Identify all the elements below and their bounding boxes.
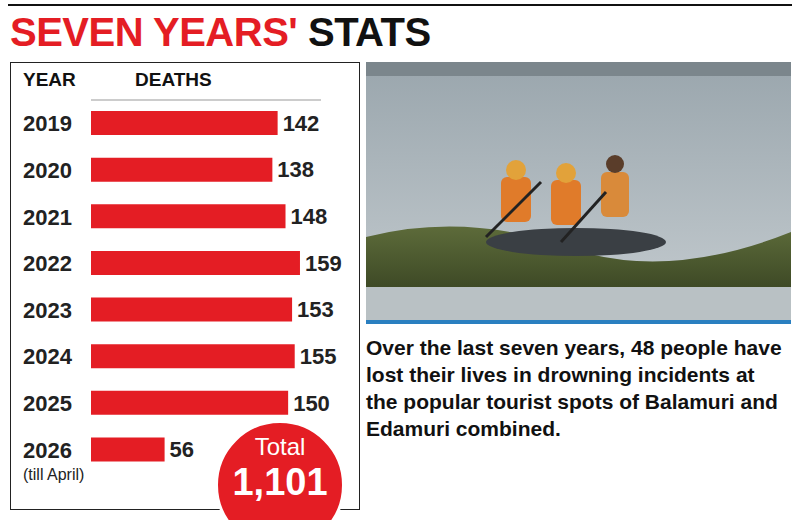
svg-text:2022: 2022 [23,251,72,276]
svg-text:138: 138 [277,157,314,182]
svg-text:2024: 2024 [23,344,73,369]
html-text:SEVEN YEARS' STATS: SEVEN YEARS' STATS [10,10,431,54]
svg-text:2023: 2023 [23,298,72,323]
html-text:1,101: 1,101 [232,461,328,503]
svg-text:150: 150 [293,391,330,416]
svg-text:2021: 2021 [23,205,72,230]
svg-text:153: 153 [297,297,334,322]
html-text:YEAR: YEAR [23,69,76,90]
html-text:DEATHS: DEATHS [135,69,212,90]
html-text:Over the last seven years, 48: Over the last seven years, 48 people hav… [366,336,782,440]
svg-text:2019: 2019 [23,111,72,136]
svg-text:155: 155 [300,344,337,369]
svg-text:2025: 2025 [23,391,72,416]
svg-text:2026: 2026 [23,438,72,463]
html-text:Total: Total [254,433,306,460]
svg-text:56: 56 [170,437,194,462]
svg-text:(till April): (till April) [23,466,84,483]
svg-text:2020: 2020 [23,158,72,183]
svg-text:159: 159 [305,251,342,276]
svg-text:142: 142 [283,111,320,136]
svg-text:148: 148 [291,204,328,229]
